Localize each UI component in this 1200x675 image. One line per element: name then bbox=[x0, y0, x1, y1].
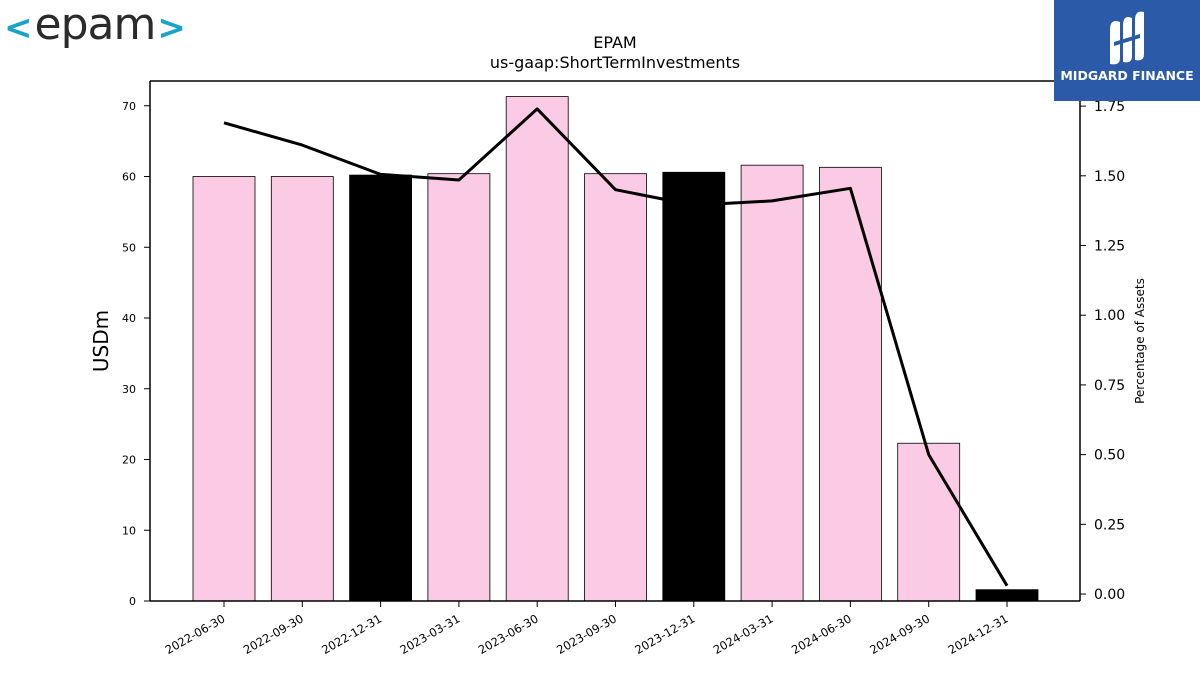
logo-wordmark: epam bbox=[34, 0, 157, 50]
x-tick-label-2023-09-30: 2023-09-30 bbox=[554, 611, 619, 657]
midgard-brand-text: MIDGARD FINANCE bbox=[1060, 68, 1194, 83]
x-tick-label-2022-12-31: 2022-12-31 bbox=[319, 611, 384, 657]
y-right-tick-label-1.25: 1.25 bbox=[1094, 239, 1125, 255]
bar-2024-03-31 bbox=[740, 164, 804, 602]
x-tick-label-2023-03-31: 2023-03-31 bbox=[398, 611, 463, 657]
epam-logo: < epam > bbox=[4, 0, 186, 56]
y-axis-label-right: Percentage of Assets bbox=[1133, 278, 1147, 404]
bar-2023-09-30 bbox=[584, 173, 647, 602]
bar-2024-12-31 bbox=[975, 589, 1039, 602]
bar-2023-12-31 bbox=[662, 171, 726, 602]
y-tick-label-50: 50 bbox=[122, 241, 136, 254]
bar-2024-09-30 bbox=[897, 442, 961, 602]
midgard-finance-logo: MIDGARD FINANCE bbox=[1054, 0, 1200, 101]
y-axis-label: USDm bbox=[89, 310, 113, 372]
x-tick-label-2023-06-30: 2023-06-30 bbox=[476, 611, 541, 657]
chart-title: EPAM bbox=[593, 33, 636, 52]
logo-chevron-right: > bbox=[157, 8, 186, 48]
y-tick-label-10: 10 bbox=[122, 524, 136, 537]
bar-2022-12-31 bbox=[349, 174, 413, 602]
y-tick-label-70: 70 bbox=[122, 100, 136, 113]
y-right-tick-label-1.75: 1.75 bbox=[1094, 99, 1125, 115]
y-right-tick-label-1.00: 1.00 bbox=[1094, 308, 1125, 324]
y-tick-label-30: 30 bbox=[122, 383, 136, 396]
y-right-tick-label-0.25: 0.25 bbox=[1094, 517, 1125, 533]
logo-chevron-left: < bbox=[4, 8, 33, 48]
x-tick-label-2024-03-31: 2024-03-31 bbox=[711, 611, 776, 657]
bar-2023-03-31 bbox=[427, 173, 491, 602]
bar-2022-06-30 bbox=[192, 176, 256, 602]
bar-2023-06-30 bbox=[505, 96, 569, 602]
x-tick-label-2024-12-31: 2024-12-31 bbox=[946, 611, 1011, 657]
x-tick-label-2023-12-31: 2023-12-31 bbox=[632, 611, 697, 657]
y-right-tick-label-0.00: 0.00 bbox=[1094, 587, 1125, 603]
y-tick-label-20: 20 bbox=[122, 454, 136, 467]
x-tick-label-2022-09-30: 2022-09-30 bbox=[241, 611, 306, 657]
y-right-tick-label-1.50: 1.50 bbox=[1094, 169, 1125, 185]
bar-2024-06-30 bbox=[819, 166, 882, 602]
y-tick-label-40: 40 bbox=[122, 312, 136, 325]
y-right-tick-label-0.50: 0.50 bbox=[1094, 448, 1125, 464]
y-tick-label-0: 0 bbox=[129, 595, 136, 608]
y-right-tick-label-0.75: 0.75 bbox=[1094, 378, 1125, 394]
chart-subtitle: us-gaap:ShortTermInvestments bbox=[490, 53, 740, 72]
y-tick-label-60: 60 bbox=[122, 171, 136, 184]
midgard-mark-icon bbox=[1110, 11, 1144, 65]
x-tick-label-2022-06-30: 2022-06-30 bbox=[163, 611, 228, 657]
x-tick-label-2024-06-30: 2024-06-30 bbox=[789, 611, 854, 657]
bar-2022-09-30 bbox=[270, 176, 334, 602]
x-tick-label-2024-09-30: 2024-09-30 bbox=[867, 611, 932, 657]
